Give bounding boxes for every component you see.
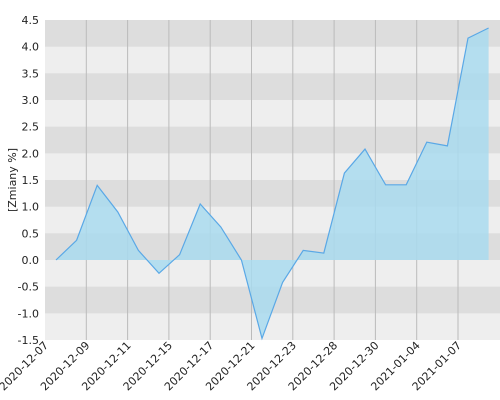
- y-tick-label: 1.5: [22, 174, 40, 187]
- y-tick-label: 2.5: [22, 121, 40, 134]
- y-tick-label: 4.0: [22, 41, 40, 54]
- y-tick-label: 0.5: [22, 227, 40, 240]
- y-tick-label: 2.0: [22, 147, 40, 160]
- y-tick-label: -1.0: [18, 307, 39, 320]
- y-tick-label: -0.5: [18, 281, 39, 294]
- y-tick-label: 0.0: [22, 254, 40, 267]
- y-tick-label: 1.0: [22, 201, 40, 214]
- area: [56, 28, 489, 339]
- y-tick-label: 3.0: [22, 94, 40, 107]
- y-axis-label: [Zmiany %]: [6, 148, 19, 212]
- y-tick-label: 4.5: [22, 14, 40, 27]
- line: [55, 27, 489, 341]
- grid-band: [45, 73, 500, 100]
- grid-band: [45, 20, 500, 47]
- y-tick-label: 3.5: [22, 67, 40, 80]
- y-tick-label: -1.5: [18, 334, 39, 347]
